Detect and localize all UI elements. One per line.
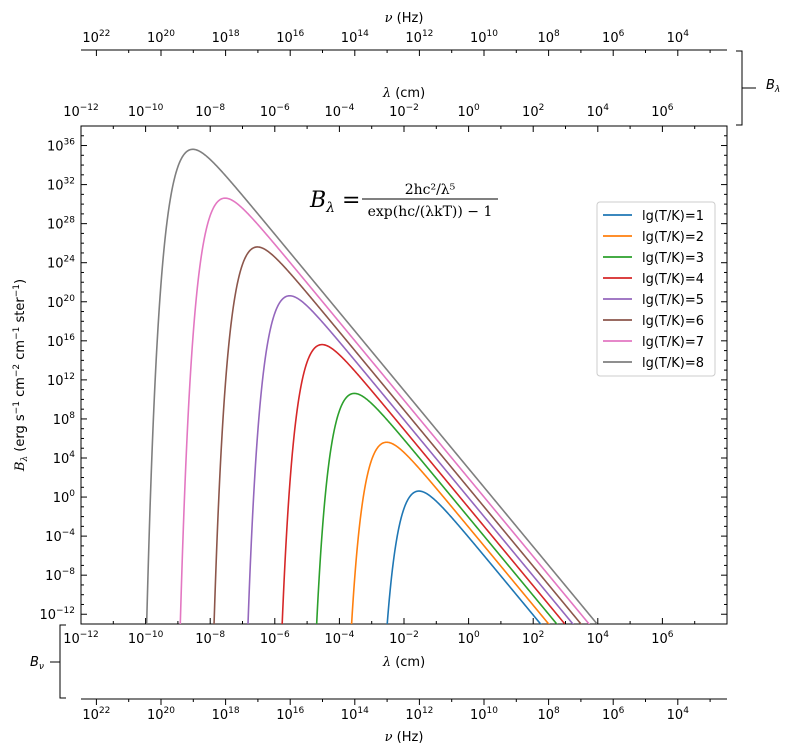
series-line-lgT8 [145,148,599,624]
top-bracket: Bλ [736,50,780,126]
top-lambda-ticks: 10−12 10−10 10−8 10−6 10−4 10−2 100 102 104 106 [63,103,728,132]
lambda-tick-label-bottom: 102 [522,630,544,647]
lambda-tick-label-bottom: 106 [651,630,674,647]
x-axis-label: λ (cm) [382,655,425,670]
bracket-top-label: Bλ [766,78,780,95]
formula-numerator: 2hc²/λ⁵ [405,182,456,198]
bottom-nu-axis: 104 106 108 1010 1012 1014 1016 1018 1020 1022 ν … [81,698,727,745]
lambda-tick-label-top: 104 [587,103,610,120]
series-line-lgT5 [247,294,574,624]
lambda-tick-label-bottom: 10−12 [63,630,99,647]
top-nu-tick-label: 1010 [470,29,498,46]
svg-text:Bλ =: Bλ = [309,188,360,216]
series-curves [145,148,599,624]
y-tick-label: 108 [53,411,76,428]
top-lambda-axis-label: λ (cm) [382,86,425,101]
bottom-nu-tick-label: 108 [537,706,560,723]
bracket-bottom-label: Bν [30,655,44,672]
bottom-nu-tick-label: 1012 [405,706,433,723]
lambda-tick-label-top: 102 [522,103,544,120]
top-nu-tick-label: 104 [667,29,690,46]
top-nu-tick-label: 1012 [405,29,433,46]
series-line-lgT6 [213,246,583,624]
y-axis-label: Bλ (erg s−1 cm−2 cm−1 ster−1) [12,279,30,472]
y-tick-label: 10−4 [45,528,75,545]
lambda-tick-label-bottom: 10−6 [260,630,290,647]
top-nu-tick-label: 1014 [341,29,369,46]
lambda-tick-label-top: 106 [651,103,674,120]
top-nu-axis-label: ν (Hz) [385,11,424,26]
bottom-nu-tick-label: 1018 [212,706,240,723]
bottom-lambda-ticks: 10−12 10−10 10−8 10−6 10−4 10−2 100 102 104 106 [63,618,728,647]
lambda-tick-label-bottom: 100 [457,630,480,647]
lambda-tick-label-top: 10−4 [324,103,354,120]
bottom-nu-tick-label: 1014 [341,706,369,723]
legend: lg(T/K)=1 lg(T/K)=2 lg(T/K)=3 lg(T/K)=4 lg(T… [596,201,716,377]
y-tick-label: 1028 [47,216,75,233]
y-tick-label: 1024 [47,255,75,272]
y-tick-label: 10−8 [45,567,75,584]
bottom-nu-tick-label: 1016 [276,706,304,723]
bottom-nu-tick-label: 104 [667,706,690,723]
bottom-nu-tick-label: 1022 [82,706,110,723]
top-nu-tick-label: 106 [602,29,625,46]
top-nu-tick-label: 1018 [212,29,240,46]
bottom-nu-tick-label: 106 [602,706,625,723]
series-line-lgT2 [350,441,550,624]
bottom-nu-axis-label: ν (Hz) [385,730,424,745]
series-line-lgT7 [179,197,591,624]
series-line-lgT1 [386,490,542,624]
y-tick-label: 1036 [47,138,75,155]
lambda-tick-label-bottom: 10−8 [195,630,225,647]
lambda-tick-label-top: 10−10 [128,103,164,120]
bottom-nu-tick-label: 1010 [470,706,498,723]
planck-formula: Bλ = 2hc²/λ⁵ exp(hc/(λkT)) − 1 [309,182,498,220]
lambda-tick-label-top: 10−8 [195,103,225,120]
y-tick-label: 10−12 [39,606,75,623]
top-nu-tick-label: 1020 [147,29,175,46]
y-tick-label: 1012 [47,372,75,389]
legend-item: lg(T/K)=7 [642,335,704,350]
series-line-lgT3 [315,392,558,624]
top-nu-tick-label: 1016 [276,29,304,46]
legend-item: lg(T/K)=4 [642,272,704,287]
legend-item: lg(T/K)=8 [642,356,704,371]
legend-item: lg(T/K)=6 [642,314,704,329]
top-nu-tick-label: 1022 [82,29,110,46]
y-tick-label: 1016 [47,333,75,350]
legend-item: lg(T/K)=2 [642,230,704,245]
y-tick-label: 100 [53,489,76,506]
lambda-tick-label-bottom: 104 [587,630,610,647]
y-tick-label: 1020 [47,294,75,311]
series-line-lgT4 [281,343,566,624]
bottom-nu-tick-label: 1020 [147,706,175,723]
bottom-nu-ticks: 104 106 108 1010 1012 1014 1016 1018 1020 1022 [82,699,711,723]
legend-box [596,201,716,377]
legend-item: lg(T/K)=3 [642,251,704,266]
y-ticks: 10−12 10−8 10−4 100 104 108 1012 1016 1020 1024 10… [39,125,727,625]
y-tick-label: 1032 [47,177,75,194]
legend-item: lg(T/K)=5 [642,293,704,308]
y-tick-label: 104 [53,450,76,467]
plot-area: 10−12 10−10 10−8 10−6 10−4 10−2 100 102 104 106 1… [39,86,728,670]
top-nu-ticks: 104 106 108 1010 1012 1014 1016 1018 1020 1022 [82,29,711,56]
lambda-tick-label-top: 10−2 [389,103,419,120]
lambda-tick-label-bottom: 10−10 [128,630,164,647]
top-nu-tick-label: 108 [537,29,560,46]
formula-denominator: exp(hc/(λkT)) − 1 [368,204,493,220]
lambda-tick-label-top: 10−12 [63,103,99,120]
lambda-tick-label-top: 10−6 [260,103,290,120]
lambda-tick-label-bottom: 10−2 [389,630,419,647]
lambda-tick-label-bottom: 10−4 [324,630,354,647]
legend-item: lg(T/K)=1 [642,209,704,224]
lambda-tick-label-top: 100 [457,103,480,120]
bottom-bracket: Bν [30,624,66,699]
top-nu-axis: 104 106 108 1010 1012 1014 1016 1018 1020 1022 ν … [81,11,727,56]
